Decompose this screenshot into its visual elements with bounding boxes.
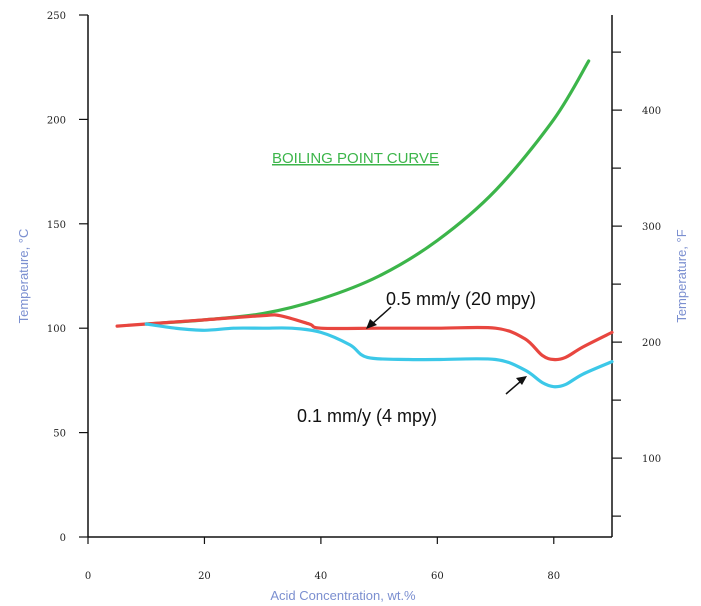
y-tick-label: 200 (47, 115, 66, 126)
cyan-label-arrow (505, 376, 527, 395)
y-tick-label: 250 (47, 11, 66, 22)
y2-tick-label: 100 (642, 454, 661, 465)
x-tick-label: 0 (85, 571, 91, 582)
boiling-point-label: BOILING POINT CURVE (272, 150, 439, 167)
x-tick-label: 40 (315, 571, 328, 582)
y-axis-left-title: Temperature, °C (16, 229, 31, 324)
y-axis-right-title: Temperature, °F (674, 229, 689, 322)
cyan-curve-label: 0.1 mm/y (4 mpy) (297, 406, 437, 426)
curve-layer (115, 59, 614, 389)
y2-tick-label: 400 (642, 106, 661, 117)
x-tick-label: 20 (198, 571, 211, 582)
boiling-point-curve (144, 59, 591, 326)
y-tick-label: 50 (53, 429, 66, 440)
axes (87, 15, 613, 538)
red-curve-label: 0.5 mm/y (20 mpy) (386, 289, 536, 309)
plot-area (88, 15, 612, 537)
y-tick-label: 100 (47, 324, 66, 335)
red-label-arrow (366, 306, 392, 329)
x-tick-label: 80 (547, 571, 560, 582)
tick-layer: 0 20 40 60 80 0 50 100 150 200 250 100 200 300 400 (47, 11, 661, 582)
y-tick-label: 0 (60, 533, 66, 544)
red-curve (115, 313, 614, 362)
x-tick-label: 60 (431, 571, 444, 582)
cyan-curve (144, 322, 614, 389)
x-axis-title: Acid Concentration, wt.% (270, 588, 416, 603)
y2-tick-label: 300 (642, 222, 661, 233)
y2-tick-label: 200 (642, 338, 661, 349)
y-tick-label: 150 (47, 220, 66, 231)
